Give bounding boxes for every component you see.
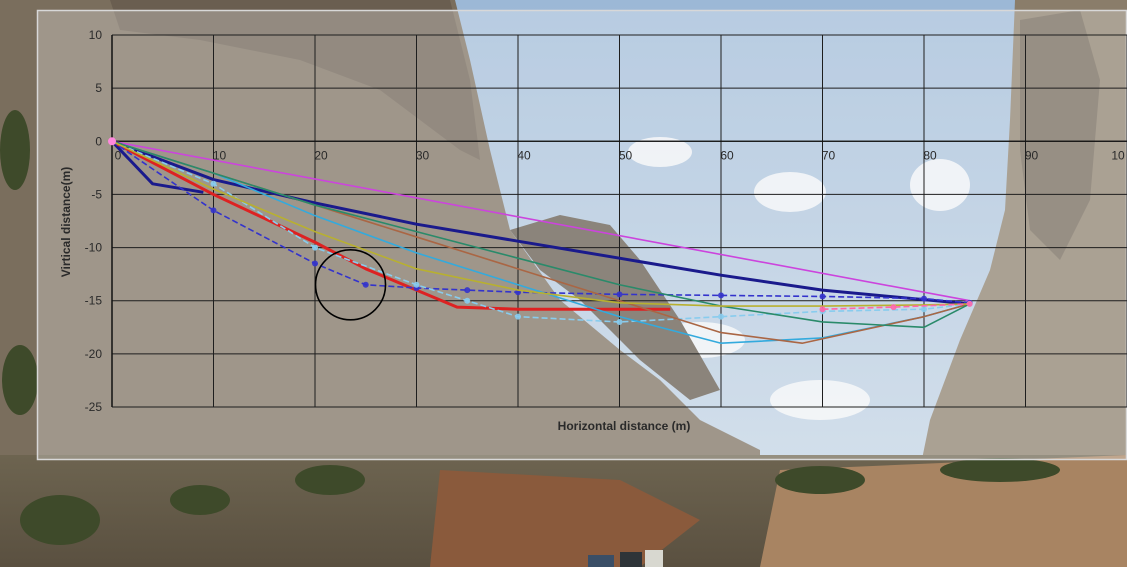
series-point <box>312 260 318 267</box>
right-cliff-shadow <box>1020 10 1100 260</box>
y-axis-title: Virtical distance(m) <box>59 167 73 277</box>
series-line <box>110 140 204 194</box>
y-tick-label: -20 <box>85 347 103 361</box>
x-tick-label: 60 <box>720 148 734 162</box>
y-tick-label: -10 <box>85 241 103 255</box>
series-line <box>111 140 970 304</box>
x-tick-label: 0 <box>115 148 122 162</box>
series-line <box>111 139 970 306</box>
series-point <box>921 306 927 313</box>
series-point <box>464 297 471 304</box>
x-tick-label: 80 <box>923 148 937 162</box>
annotation-circle <box>314 248 387 321</box>
series-point <box>616 291 623 298</box>
series-point <box>210 207 217 214</box>
series-point <box>362 281 369 288</box>
x-tick-label: 70 <box>822 148 836 162</box>
left-cliff-upper <box>110 0 480 160</box>
y-tick-label: 10 <box>89 28 103 42</box>
series-point <box>515 313 521 320</box>
x-tick-label: 10 <box>1111 148 1125 162</box>
parked-vehicles <box>588 550 663 567</box>
x-tick-label: 40 <box>517 148 531 162</box>
series-point <box>819 293 826 300</box>
y-tick-label: -25 <box>85 400 103 414</box>
chart-panel-overlay <box>37 10 1127 460</box>
x-tick-label: 20 <box>314 148 328 162</box>
series-point <box>312 244 318 251</box>
series-line <box>822 303 970 311</box>
series-point <box>966 300 973 307</box>
series-line <box>111 140 970 345</box>
x-tick-label: 30 <box>416 148 430 162</box>
shrubs <box>0 110 1060 545</box>
y-tick-label: 0 <box>95 134 102 148</box>
x-axis-title: Horizontal distance (m) <box>558 419 691 433</box>
series-point <box>616 318 623 325</box>
series-point <box>464 287 471 294</box>
series-point <box>718 292 724 299</box>
series-line <box>111 140 970 323</box>
series-point <box>413 281 420 288</box>
series-point <box>210 180 217 187</box>
series-point <box>890 304 897 311</box>
x-tick-label: 50 <box>619 148 633 162</box>
series-point <box>819 306 826 313</box>
annotations <box>314 248 387 321</box>
series-line <box>111 140 970 345</box>
y-tick-label: 5 <box>95 81 102 95</box>
series-line <box>111 140 971 329</box>
data-series <box>108 137 973 345</box>
chart-grid <box>111 34 1127 408</box>
series-point <box>718 313 724 320</box>
red-soil-bank <box>430 470 700 567</box>
chart-axes <box>111 35 1127 407</box>
x-tick-label: 10 <box>213 148 227 162</box>
x-tick-label: 90 <box>1025 148 1039 162</box>
y-tick-label: -15 <box>85 294 103 308</box>
series-line <box>111 140 970 302</box>
series-line <box>111 140 970 307</box>
y-tick-label: -5 <box>91 187 102 201</box>
origin-marker <box>108 137 116 146</box>
series-point <box>921 295 927 302</box>
